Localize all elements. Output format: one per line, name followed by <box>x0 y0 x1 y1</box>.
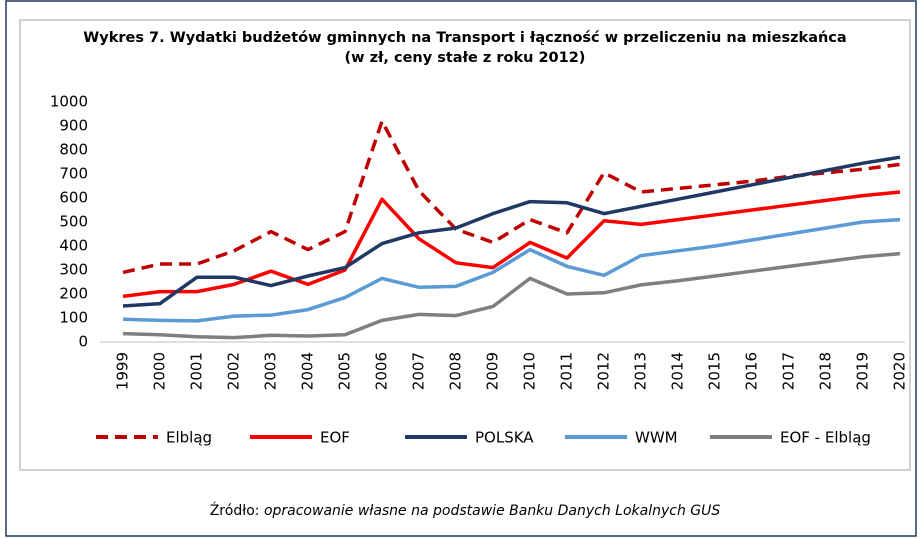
y-tick-label: 800 <box>59 141 88 159</box>
legend-label: EOF <box>320 429 350 447</box>
legend-label: Elbląg <box>166 429 212 447</box>
y-tick-label: 0 <box>78 333 88 351</box>
x-tick-label: 2007 <box>410 352 428 390</box>
x-tick-label: 2012 <box>595 352 613 390</box>
source: Źródło: opracowanie własne na podstawie … <box>210 501 721 519</box>
y-tick-label: 700 <box>59 165 88 183</box>
y-tick-label: 200 <box>59 285 88 303</box>
x-tick-label: 2005 <box>336 352 354 390</box>
x-tick-label: 2015 <box>706 352 724 390</box>
y-tick-label: 300 <box>59 261 88 279</box>
source-text: opracowanie własne na podstawie Banku Da… <box>264 503 720 519</box>
x-tick-label: 2000 <box>151 352 169 390</box>
x-tick-label: 2020 <box>891 352 909 390</box>
y-tick-label: 500 <box>59 213 88 231</box>
x-tick-label: 2014 <box>669 352 687 390</box>
x-tick-label: 2001 <box>188 352 206 390</box>
x-tick-label: 2006 <box>373 352 391 390</box>
series-line <box>122 251 901 340</box>
x-tick-label: 2009 <box>484 352 502 390</box>
x-tick-label: 2019 <box>854 352 872 390</box>
series-line <box>122 190 901 299</box>
x-tick-label: 1999 <box>114 352 132 390</box>
y-tick-label: 900 <box>59 117 88 135</box>
x-tick-label: 2010 <box>521 352 539 390</box>
x-tick-label: 2018 <box>817 352 835 390</box>
y-tick-label: 1000 <box>50 93 88 111</box>
x-tick-label: 2008 <box>447 352 465 390</box>
chart-subtitle: (w zł, ceny stałe z roku 2012) <box>345 50 586 66</box>
series-line <box>122 155 901 308</box>
x-tick-label: 2003 <box>262 352 280 390</box>
x-tick-label: 2002 <box>225 352 243 390</box>
x-tick-label: 2016 <box>743 352 761 390</box>
x-tick-label: 2004 <box>299 352 317 390</box>
legend-label: POLSKA <box>475 429 534 447</box>
y-tick-label: 400 <box>59 237 88 255</box>
series-line <box>122 217 901 323</box>
outer-frame <box>5 0 917 537</box>
legend-label: WWM <box>635 429 678 447</box>
x-tick-label: 2017 <box>780 352 798 390</box>
x-tick-label: 2013 <box>632 352 650 390</box>
y-tick-label: 600 <box>59 189 88 207</box>
y-tick-label: 100 <box>59 309 88 327</box>
chart-title: Wykres 7. Wydatki budżetów gminnych na T… <box>83 30 846 46</box>
source-prefix: Źródło: <box>210 501 260 519</box>
x-tick-label: 2011 <box>558 352 576 390</box>
legend-label: EOF - Elbląg <box>780 429 871 447</box>
series-line <box>122 119 901 275</box>
chart-frame <box>19 19 911 471</box>
